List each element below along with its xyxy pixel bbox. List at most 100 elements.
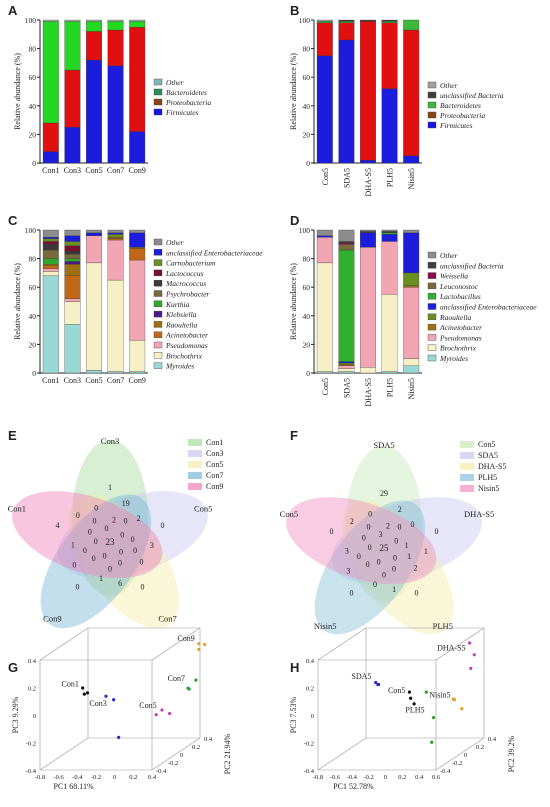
legend-entry: Con3 bbox=[206, 449, 223, 458]
bar-segment-bacteroidetes bbox=[338, 21, 355, 24]
bar-segment-brochothrix bbox=[316, 262, 333, 372]
x-tick-label: DHA-S5 bbox=[364, 378, 373, 406]
x-tick-label: Con3 bbox=[64, 166, 81, 175]
bar-segment-carnobacterium bbox=[64, 241, 81, 246]
legend-swatch bbox=[153, 269, 163, 277]
legend-swatch bbox=[153, 341, 163, 349]
venn-count: 1 bbox=[99, 574, 103, 583]
venn-count: 0 bbox=[410, 520, 414, 529]
legend-entry: Firmicutes bbox=[439, 121, 473, 130]
y-axis-label: PC2 21.94% bbox=[223, 733, 232, 774]
venn-count: 0 bbox=[393, 553, 397, 562]
venn-set-con1 bbox=[72, 440, 148, 596]
venn-count: 0 bbox=[368, 543, 372, 552]
z-axis-label: PC3 7.53% bbox=[289, 696, 298, 733]
x-tick-label: -0.8 bbox=[35, 774, 45, 781]
y-tick-label: 40 bbox=[29, 312, 37, 321]
bar-segment-proteobacteria bbox=[381, 22, 398, 89]
legend-entry: Carnobacterium bbox=[166, 259, 216, 268]
venn-count: 19 bbox=[122, 499, 130, 508]
venn-count: 3 bbox=[379, 530, 383, 539]
venn-set-label: Con5 bbox=[280, 509, 298, 519]
legend-entry: Macrococcus bbox=[165, 279, 206, 288]
y-tick-label: 20 bbox=[29, 340, 37, 349]
venn-count: 0 bbox=[373, 580, 377, 589]
legend-swatch bbox=[153, 362, 163, 369]
legend-swatch bbox=[427, 282, 437, 290]
x-tick-label: 0.6 bbox=[432, 774, 441, 781]
y-tick-label: 0 bbox=[464, 752, 467, 759]
data-point-con7 bbox=[194, 678, 198, 682]
data-point-con9 bbox=[197, 642, 201, 646]
data-point-con5 bbox=[154, 713, 158, 717]
x-tick-label: -0.4 bbox=[347, 774, 358, 781]
legend-swatch bbox=[460, 463, 474, 470]
bar-segment-brochothrix bbox=[360, 367, 376, 374]
bar-segment-acinetobacter bbox=[107, 238, 124, 241]
venn-set-con7 bbox=[40, 494, 152, 629]
bar-segment-bacteroidetes bbox=[86, 21, 102, 32]
bar-segment-bacteroidetes bbox=[129, 21, 146, 28]
bar-segment-proteobacteria bbox=[107, 29, 124, 66]
venn-count: 3 bbox=[345, 547, 349, 556]
data-point-con1 bbox=[81, 686, 85, 690]
x-tick-label: Con5 bbox=[85, 376, 102, 385]
bar-segment-raoultella bbox=[107, 236, 124, 239]
y-tick-label: 80 bbox=[29, 255, 37, 264]
bar-segment-acinetobacter bbox=[338, 364, 355, 367]
group-label: DHA-S5 bbox=[437, 643, 465, 652]
group-label: Con1 bbox=[62, 680, 79, 689]
legend-swatch bbox=[427, 293, 437, 300]
venn-set-plh5 bbox=[314, 500, 426, 635]
legend-swatch bbox=[153, 321, 163, 328]
y-axis-label: Relative abundance (%) bbox=[289, 53, 298, 130]
bar-segment-brochothrix bbox=[86, 262, 102, 371]
z-axis-label: PC3 9.29% bbox=[11, 696, 20, 733]
legend-swatch bbox=[427, 101, 437, 109]
bar-segment-pseudomonas bbox=[129, 259, 146, 341]
bar-segment-firmicutes bbox=[381, 88, 398, 164]
bar-segment-kurthia bbox=[42, 258, 59, 265]
axis-box-edge bbox=[39, 737, 89, 771]
bar-segment-unclassified-enterobacteriaceae bbox=[86, 232, 102, 236]
bar-segment-pseudomonas bbox=[42, 268, 59, 272]
bar-segment-firmicutes bbox=[42, 151, 59, 164]
venn-set-con5 bbox=[68, 494, 180, 629]
legend-swatch bbox=[188, 450, 202, 457]
x-tick-label: Con5 bbox=[321, 168, 330, 185]
y-tick-label: -0.4 bbox=[440, 768, 451, 775]
bar-segment-myroides bbox=[381, 371, 398, 374]
bar-segment-unclassified-enterobacteriaceae bbox=[338, 361, 355, 364]
z-tick-label: 0 bbox=[33, 713, 36, 720]
legend-entry: Lactobacillus bbox=[439, 292, 481, 301]
bar-segment-proteobacteria bbox=[86, 31, 102, 61]
bar-segment-pseudomonas bbox=[381, 241, 398, 295]
venn-count: 1 bbox=[108, 483, 112, 492]
venn-count: 0 bbox=[94, 504, 98, 513]
venn-count: 0 bbox=[357, 552, 361, 561]
y-tick-label: 20 bbox=[29, 130, 37, 139]
x-tick-label: 0 bbox=[384, 774, 387, 781]
y-tick-label: 80 bbox=[303, 45, 311, 54]
bar-segment-macrococcus bbox=[64, 251, 81, 255]
bar-segment-other bbox=[64, 229, 81, 236]
y-tick-label: -0.2 bbox=[168, 760, 178, 767]
venn-count: 0 bbox=[140, 583, 144, 592]
legend-entry: Other bbox=[440, 251, 458, 260]
bar-segment-unclassified-enterobacteriaceae bbox=[42, 236, 59, 239]
venn-count-center: 23 bbox=[106, 537, 116, 547]
data-point-dha-s5 bbox=[472, 653, 476, 657]
legend-entry: Klebsiella bbox=[165, 310, 197, 319]
bar-segment-other bbox=[403, 229, 420, 234]
bar-segment-unclassified-bacteria bbox=[381, 231, 398, 234]
x-tick-label: Con5 bbox=[85, 166, 102, 175]
venn-set-label: PLH5 bbox=[433, 621, 453, 631]
legend-entry: DHA-S5 bbox=[478, 462, 506, 471]
x-tick-label: -0.2 bbox=[91, 774, 101, 781]
venn-count: 0 bbox=[88, 527, 92, 536]
bar-segment-acinetobacter bbox=[42, 265, 59, 269]
legend-entry: unclassified Enterobacteriaceae bbox=[440, 303, 537, 312]
group-label: Con3 bbox=[89, 699, 106, 708]
legend-entry: Nisin5 bbox=[478, 484, 499, 493]
